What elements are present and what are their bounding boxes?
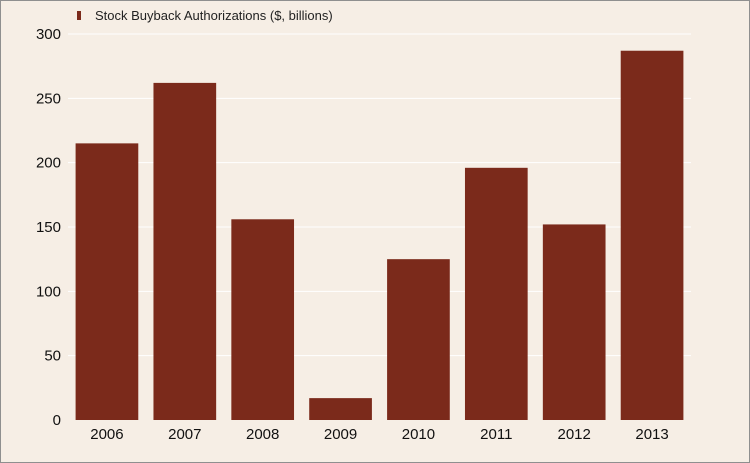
x-tick-label: 2010: [402, 426, 435, 443]
bar-2013: [620, 50, 684, 421]
x-axis-ticks: 2006 2007 2008 2009 2010 2011 2012 2013: [90, 426, 669, 443]
y-axis-ticks: 0 50 100 150 200 250 300: [36, 26, 61, 429]
y-tick-label: 250: [36, 90, 61, 107]
bars: [75, 50, 684, 421]
legend: Stock Buyback Authorizations ($, billion…: [77, 8, 333, 23]
y-tick-label: 50: [44, 348, 61, 365]
x-tick-label: 2013: [635, 426, 668, 443]
x-tick-label: 2006: [90, 426, 123, 443]
bar-2006: [75, 143, 139, 420]
bar-2010: [387, 259, 450, 420]
bar-2008: [231, 219, 295, 420]
x-tick-label: 2009: [324, 426, 357, 443]
y-tick-label: 300: [36, 26, 61, 43]
y-tick-label: 100: [36, 283, 61, 300]
x-tick-label: 2012: [558, 426, 591, 443]
bar-2007: [153, 82, 217, 420]
y-tick-label: 150: [36, 219, 61, 236]
legend-swatch: [77, 11, 81, 20]
y-tick-label: 200: [36, 155, 61, 172]
y-tick-label: 0: [53, 412, 61, 429]
x-tick-label: 2011: [480, 426, 512, 443]
legend-label: Stock Buyback Authorizations ($, billion…: [95, 8, 333, 23]
bar-2009: [309, 398, 372, 420]
bar-2012: [542, 224, 606, 420]
x-tick-label: 2008: [246, 426, 279, 443]
x-tick-label: 2007: [168, 426, 201, 443]
bar-2011: [464, 167, 528, 420]
